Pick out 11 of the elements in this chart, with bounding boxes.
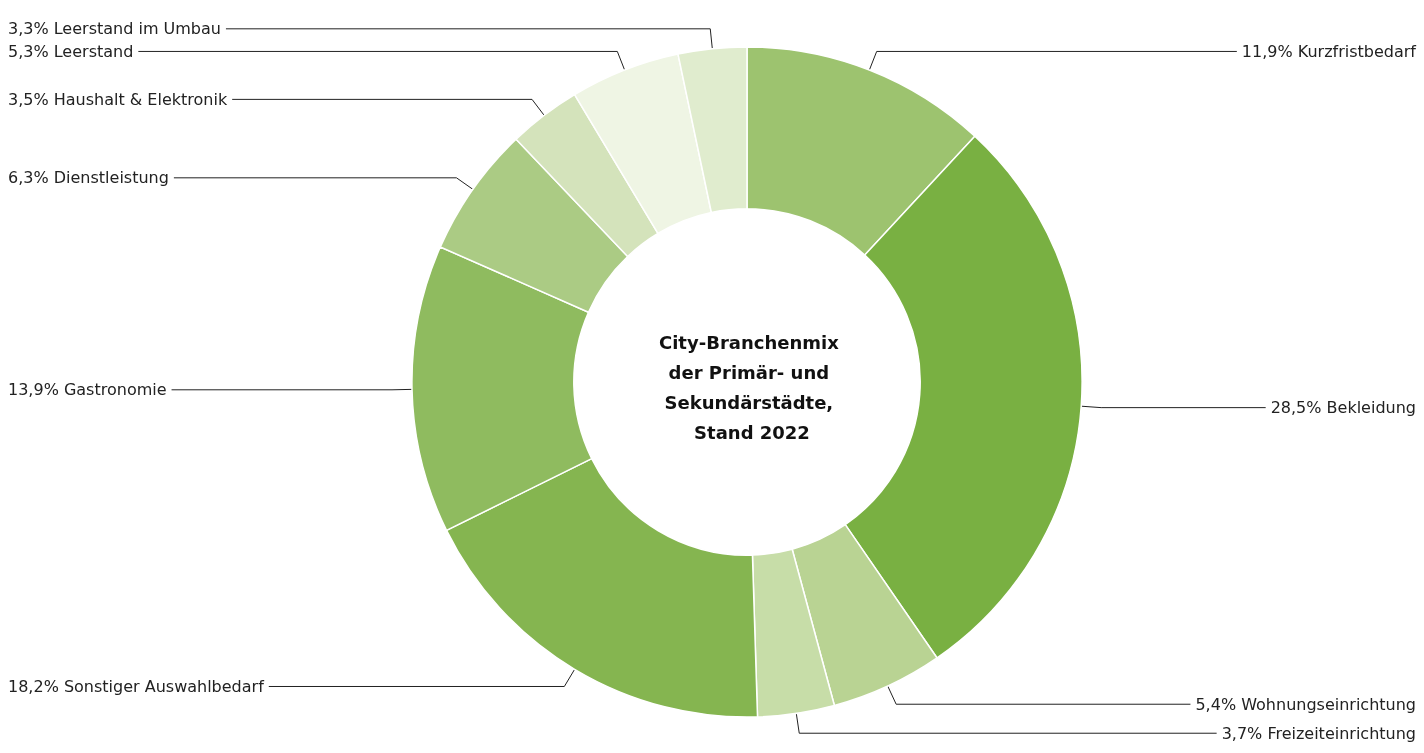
slice-label: 3,3% Leerstand im Umbau: [8, 19, 221, 39]
slice-label: 3,7% Freizeiteinrichtung: [1221, 723, 1416, 743]
slice-label: 18,2% Sonstiger Auswahlbedarf: [8, 676, 265, 696]
slice-label: 5,3% Leerstand: [8, 41, 134, 61]
slice-label: 13,9% Gastronomie: [8, 380, 167, 400]
slice-label: 28,5% Bekleidung: [1270, 398, 1416, 418]
slice-label: 3,5% Haushalt & Elektronik: [8, 89, 228, 109]
slice-label: 5,4% Wohnungseinrichtung: [1195, 694, 1416, 714]
slice-label: 11,9% Kurzfristbedarf: [1241, 41, 1417, 61]
slice-label: 6,3% Dienstleistung: [8, 168, 169, 188]
text: City-Branchenmix der Primär- und Sekundärstädte, Stand 2022: [658, 331, 846, 443]
